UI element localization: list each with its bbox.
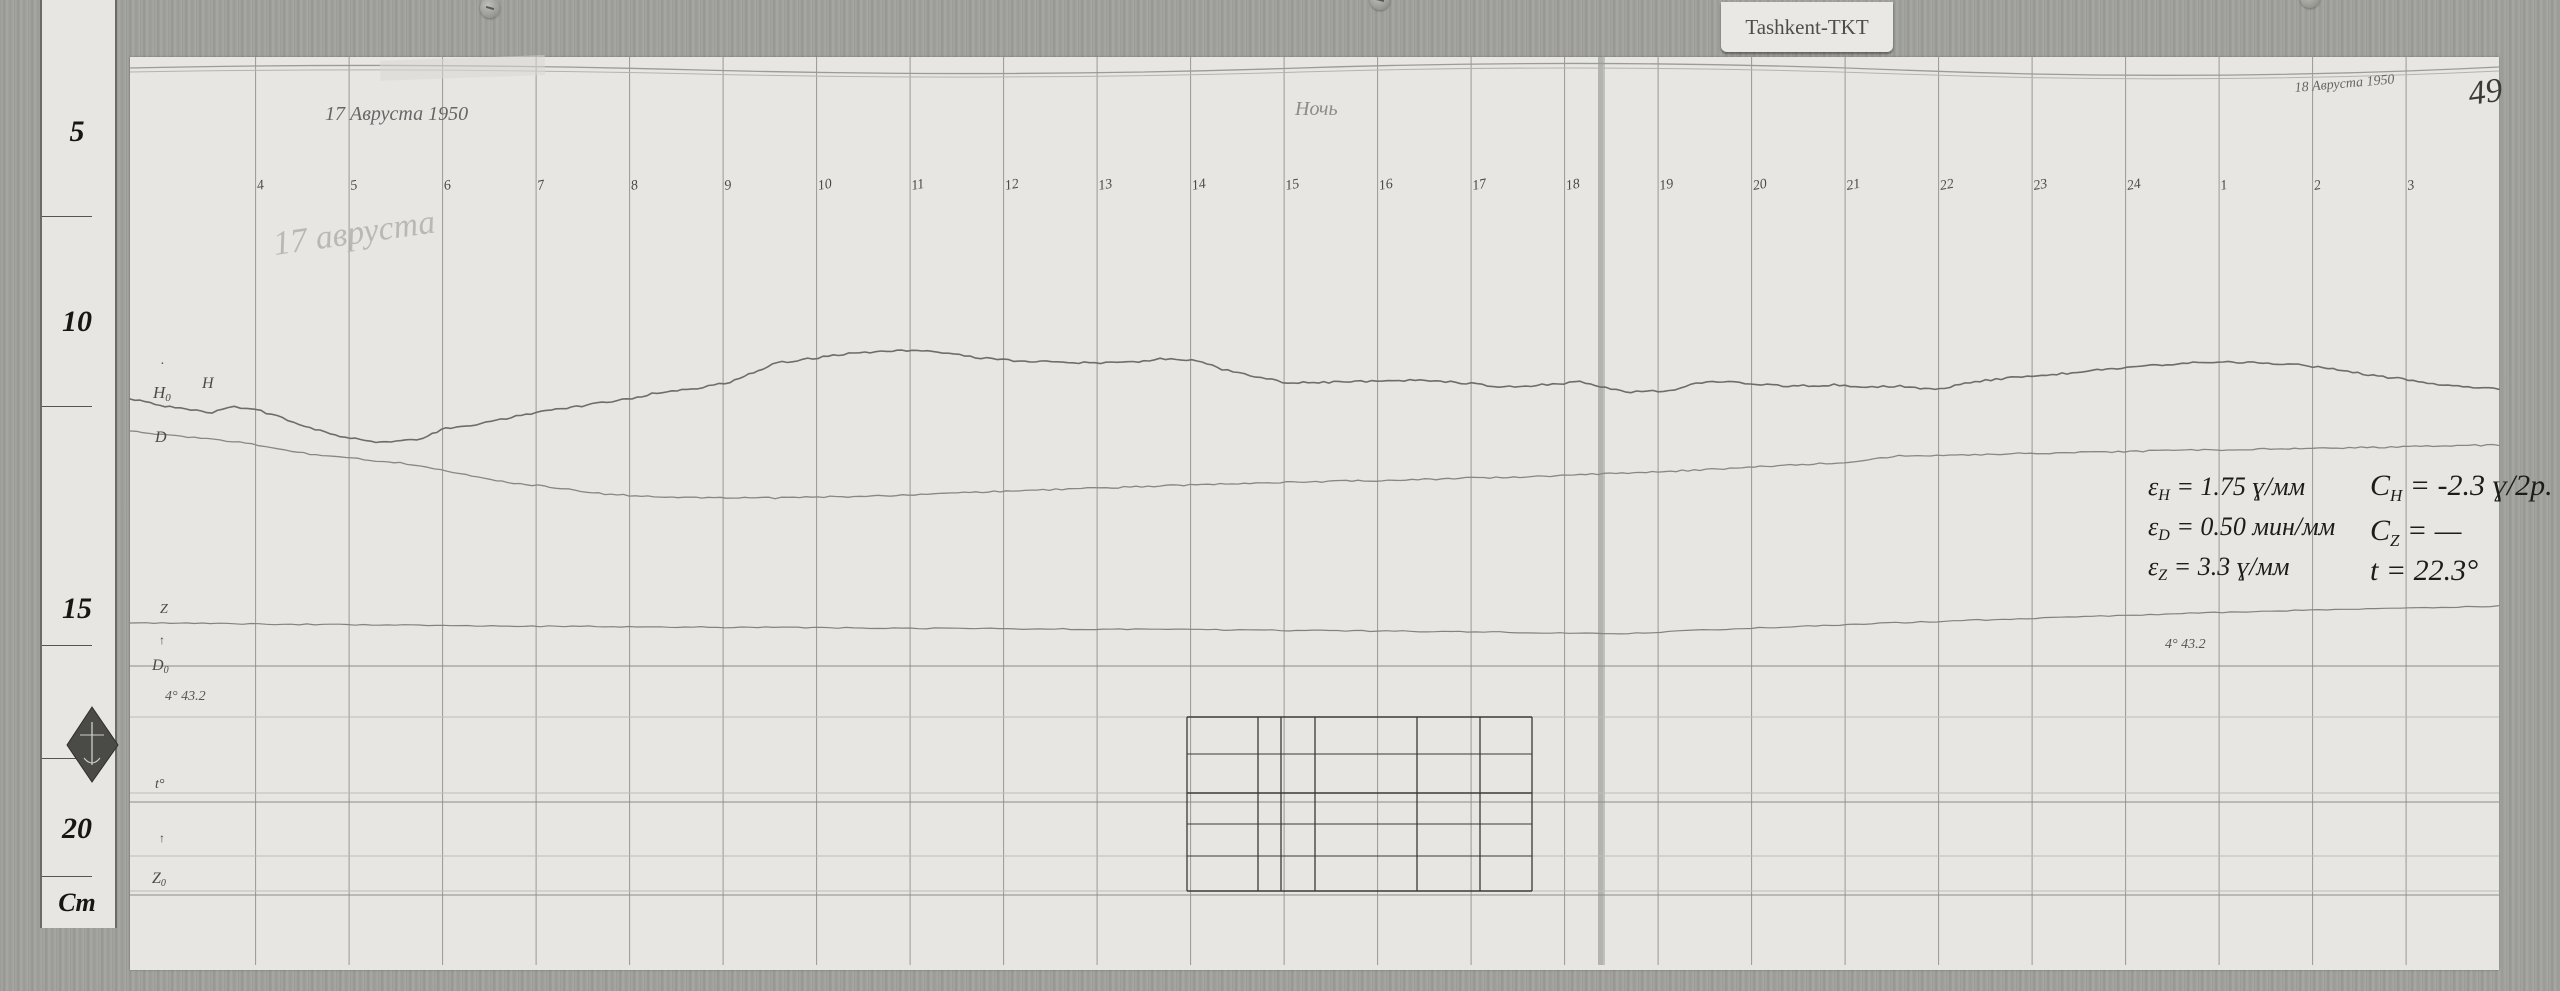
svg-text:9: 9 bbox=[723, 178, 732, 194]
svg-text:2: 2 bbox=[2313, 178, 2322, 194]
svg-text:16: 16 bbox=[1378, 177, 1394, 194]
svg-text:18 Авруста 1950: 18 Авруста 1950 bbox=[2294, 72, 2395, 96]
svg-text:Z: Z bbox=[160, 602, 168, 617]
svg-text:CZ = —: CZ = — bbox=[2370, 514, 2462, 550]
svg-text:t = 22.3°: t = 22.3° bbox=[2370, 554, 2478, 587]
svg-text:H0: H0 bbox=[152, 383, 171, 404]
svg-text:14: 14 bbox=[1191, 177, 1207, 194]
svg-text:Z0: Z0 bbox=[152, 870, 166, 889]
svg-text:17 авруста: 17 авруста bbox=[271, 204, 438, 263]
svg-text:8: 8 bbox=[630, 178, 639, 194]
svg-text:17: 17 bbox=[1471, 177, 1488, 194]
svg-text:CH = -2.3 ɣ/2р.: CH = -2.3 ɣ/2р. bbox=[2370, 469, 2553, 505]
svg-text:D: D bbox=[154, 429, 167, 446]
svg-text:23: 23 bbox=[2032, 177, 2048, 194]
svg-text:H: H bbox=[201, 375, 215, 392]
svg-text:↑: ↑ bbox=[159, 633, 165, 647]
svg-text:4: 4 bbox=[256, 178, 265, 194]
svg-text:Ночь: Ночь bbox=[1294, 98, 1338, 120]
svg-text:t°: t° bbox=[155, 777, 165, 792]
svg-text:11: 11 bbox=[910, 177, 925, 194]
svg-text:1: 1 bbox=[2219, 178, 2228, 194]
svg-text:εH = 1.75 ɣ/мм: εH = 1.75 ɣ/мм bbox=[2148, 472, 2305, 504]
svg-text:10: 10 bbox=[817, 177, 833, 194]
svg-text:5: 5 bbox=[349, 178, 358, 194]
svg-text:21: 21 bbox=[1845, 177, 1861, 194]
svg-text:6: 6 bbox=[443, 178, 452, 194]
svg-text:D0: D0 bbox=[151, 657, 169, 676]
svg-text:13: 13 bbox=[1097, 177, 1113, 194]
svg-text:17 Авруста 1950: 17 Авруста 1950 bbox=[325, 103, 468, 125]
svg-text:↑: ↑ bbox=[159, 831, 165, 845]
svg-text:4° 43.2: 4° 43.2 bbox=[2165, 637, 2206, 652]
svg-text:.: . bbox=[161, 353, 165, 368]
svg-text:7: 7 bbox=[536, 178, 546, 194]
svg-text:22: 22 bbox=[1939, 177, 1955, 194]
svg-text:19: 19 bbox=[1658, 177, 1674, 194]
svg-text:12: 12 bbox=[1004, 177, 1020, 194]
svg-text:3: 3 bbox=[2405, 178, 2415, 194]
svg-text:49: 49 bbox=[2466, 72, 2505, 113]
svg-text:20: 20 bbox=[1752, 177, 1768, 194]
svg-text:4° 43.2: 4° 43.2 bbox=[165, 689, 206, 704]
svg-text:18: 18 bbox=[1565, 177, 1581, 194]
svg-text:24: 24 bbox=[2126, 177, 2142, 194]
svg-text:εZ = 3.3 ɣ/мм: εZ = 3.3 ɣ/мм bbox=[2148, 552, 2290, 584]
svg-text:εD = 0.50 мин/мм: εD = 0.50 мин/мм bbox=[2148, 512, 2335, 544]
svg-text:15: 15 bbox=[1284, 177, 1300, 194]
